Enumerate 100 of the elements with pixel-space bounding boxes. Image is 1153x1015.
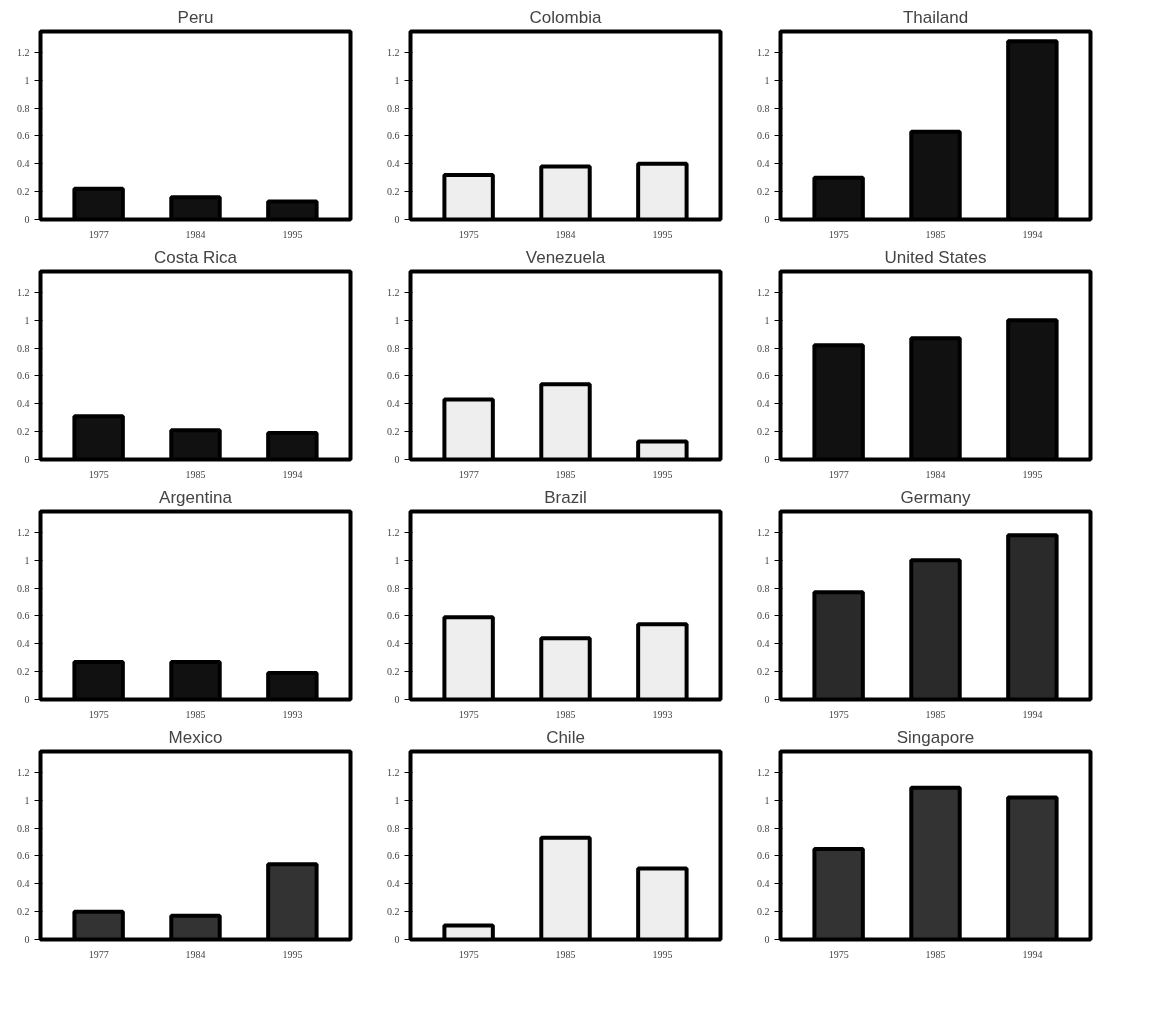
y-tick-label: 0	[394, 694, 400, 705]
y-tick-label: 0.6	[387, 610, 400, 622]
y-tick-label: 1	[24, 554, 30, 566]
y-tick-label: 0.6	[17, 610, 30, 622]
y-tick-label: 1.2	[387, 526, 400, 538]
y-tick-label: 1.2	[387, 766, 400, 778]
y-tick-label: 0	[764, 454, 770, 465]
y-tick-label: 0.8	[757, 582, 770, 594]
y-tick-label: 1.2	[387, 46, 400, 58]
y-tick-label: 0.8	[17, 102, 30, 114]
x-tick-label: 1975	[828, 228, 849, 240]
y-tick-label: 1.2	[17, 46, 30, 58]
y-tick-label: 0.2	[757, 426, 770, 438]
y-tick-label: 0.8	[17, 582, 30, 594]
y-tick-label: 1.2	[757, 766, 770, 778]
x-tick-label: 1995	[652, 468, 673, 480]
x-tick-label: 1975	[458, 708, 479, 720]
y-tick-label: 0.4	[757, 158, 770, 170]
x-tick-label: 1984	[555, 228, 576, 240]
y-tick-label: 1.2	[17, 286, 30, 298]
y-tick-label: 0.8	[757, 342, 770, 354]
y-tick-label: 0.4	[17, 158, 30, 170]
y-tick-label: 0.8	[757, 822, 770, 834]
x-tick-label: 1977	[458, 468, 479, 480]
y-tick-label: 0.6	[387, 850, 400, 862]
y-tick-label: 1	[764, 554, 770, 566]
y-tick-label: 1	[764, 314, 770, 326]
y-tick-label: 0.2	[387, 426, 400, 438]
y-tick-label: 1.2	[757, 526, 770, 538]
y-tick-label: 0.4	[387, 158, 400, 170]
y-tick-label: 1	[24, 794, 30, 806]
y-tick-label: 0.8	[387, 822, 400, 834]
y-tick-label: 0.6	[757, 850, 770, 862]
x-tick-label: 1985	[925, 708, 946, 720]
y-tick-label: 0.6	[17, 370, 30, 382]
y-tick-label: 0	[24, 934, 30, 945]
chart-title: Chile	[546, 727, 585, 747]
y-tick-label: 1.2	[17, 766, 30, 778]
x-tick-label: 1985	[925, 948, 946, 960]
y-tick-label: 0.8	[387, 102, 400, 114]
y-tick-label: 1	[24, 74, 30, 86]
chart-title: Singapore	[896, 727, 975, 747]
x-tick-label: 1984	[925, 468, 946, 480]
x-tick-label: 1995	[1022, 468, 1043, 480]
x-tick-label: 1984	[185, 228, 206, 240]
x-tick-label: 1975	[828, 708, 849, 720]
y-tick-label: 1	[764, 74, 770, 86]
x-tick-label: 1994	[282, 468, 303, 480]
y-tick-label: 0.2	[387, 186, 400, 198]
y-tick-label: 0.6	[387, 370, 400, 382]
y-tick-label: 0.2	[17, 426, 30, 438]
y-tick-label: 0.6	[757, 370, 770, 382]
x-tick-label: 1975	[458, 228, 479, 240]
y-tick-label: 0.4	[757, 638, 770, 650]
x-tick-label: 1993	[652, 708, 673, 720]
x-tick-label: 1995	[282, 228, 303, 240]
x-tick-label: 1985	[185, 468, 206, 480]
x-tick-label: 1995	[282, 948, 303, 960]
y-tick-label: 0.2	[757, 906, 770, 918]
y-tick-label: 0.4	[17, 638, 30, 650]
y-tick-label: 0.4	[387, 638, 400, 650]
y-tick-label: 0.4	[387, 878, 400, 890]
chart-title: Argentina	[159, 487, 233, 507]
x-tick-label: 1994	[1022, 228, 1043, 240]
y-tick-label: 0.6	[17, 130, 30, 142]
y-tick-label: 0.8	[757, 102, 770, 114]
x-tick-label: 1975	[458, 948, 479, 960]
y-tick-label: 0.4	[387, 398, 400, 410]
x-tick-label: 1977	[828, 468, 849, 480]
chart-title: Peru	[177, 7, 214, 27]
y-tick-label: 1	[764, 794, 770, 806]
y-tick-label: 1	[394, 554, 400, 566]
x-tick-label: 1985	[555, 708, 576, 720]
y-tick-label: 0.4	[17, 878, 30, 890]
y-tick-label: 0	[394, 934, 400, 945]
y-tick-label: 0	[764, 934, 770, 945]
x-tick-label: 1985	[555, 948, 576, 960]
y-tick-label: 0.8	[387, 582, 400, 594]
chart-title: Thailand	[902, 7, 969, 27]
y-tick-label: 0.2	[387, 666, 400, 678]
y-tick-label: 0	[764, 694, 770, 705]
x-tick-label: 1995	[652, 228, 673, 240]
x-tick-label: 1984	[185, 948, 206, 960]
y-tick-label: 0.6	[17, 850, 30, 862]
y-tick-label: 0	[24, 454, 30, 465]
y-tick-label: 0	[764, 214, 770, 225]
chart-title: Germany	[900, 487, 971, 507]
x-tick-label: 1985	[555, 468, 576, 480]
y-tick-label: 0.2	[17, 906, 30, 918]
y-tick-label: 0.2	[17, 666, 30, 678]
y-tick-label: 0.8	[17, 342, 30, 354]
chart-title: Brazil	[544, 487, 587, 507]
y-tick-label: 0.2	[17, 186, 30, 198]
x-tick-label: 1985	[925, 228, 946, 240]
y-tick-label: 1.2	[757, 46, 770, 58]
chart-title: Venezuela	[525, 247, 606, 267]
y-tick-label: 0.2	[757, 666, 770, 678]
x-tick-label: 1975	[828, 948, 849, 960]
y-tick-label: 1.2	[757, 286, 770, 298]
x-tick-label: 1975	[88, 468, 109, 480]
